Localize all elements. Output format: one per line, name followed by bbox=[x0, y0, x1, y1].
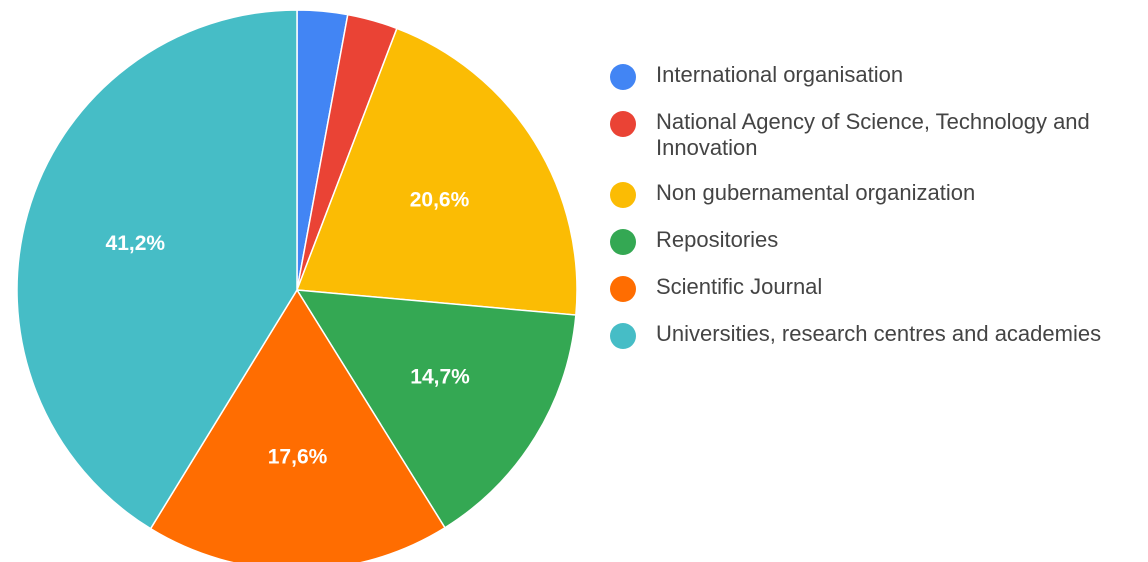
legend-item: International organisation bbox=[610, 62, 1140, 90]
legend-swatch bbox=[610, 323, 636, 349]
legend-swatch bbox=[610, 229, 636, 255]
legend-item: National Agency of Science, Technology a… bbox=[610, 109, 1140, 161]
legend-label: Repositories bbox=[656, 227, 779, 252]
pie-slice bbox=[295, 289, 577, 529]
legend-label: International organisation bbox=[656, 62, 904, 87]
pie-slice bbox=[16, 9, 298, 530]
pie-slice bbox=[149, 288, 446, 562]
chart-legend: International organisation National Agenc… bbox=[610, 62, 1140, 368]
legend-swatch bbox=[610, 276, 636, 302]
legend-swatch bbox=[610, 182, 636, 208]
legend-label: Universities, research centres and acade… bbox=[656, 321, 1102, 346]
legend-item: Repositories bbox=[610, 227, 1140, 255]
legend-item: Scientific Journal bbox=[610, 274, 1140, 302]
legend-swatch bbox=[610, 111, 636, 137]
legend-item: Non gubernamental organization bbox=[610, 180, 1140, 208]
legend-swatch bbox=[610, 64, 636, 90]
legend-item: Universities, research centres and acade… bbox=[610, 321, 1140, 349]
slice-data-label: 41,2% bbox=[106, 232, 166, 255]
slice-data-label: 17,6% bbox=[268, 446, 328, 469]
pie-slice bbox=[295, 27, 578, 316]
legend-label: Non gubernamental organization bbox=[656, 180, 976, 205]
slice-data-label: 14,7% bbox=[410, 366, 470, 389]
pie-chart: 20,6% 14,7% 17,6% 41,2% bbox=[16, 9, 578, 562]
legend-label: Scientific Journal bbox=[656, 274, 823, 299]
legend-label: National Agency of Science, Technology a… bbox=[656, 109, 1090, 160]
slice-data-label: 20,6% bbox=[410, 189, 470, 212]
